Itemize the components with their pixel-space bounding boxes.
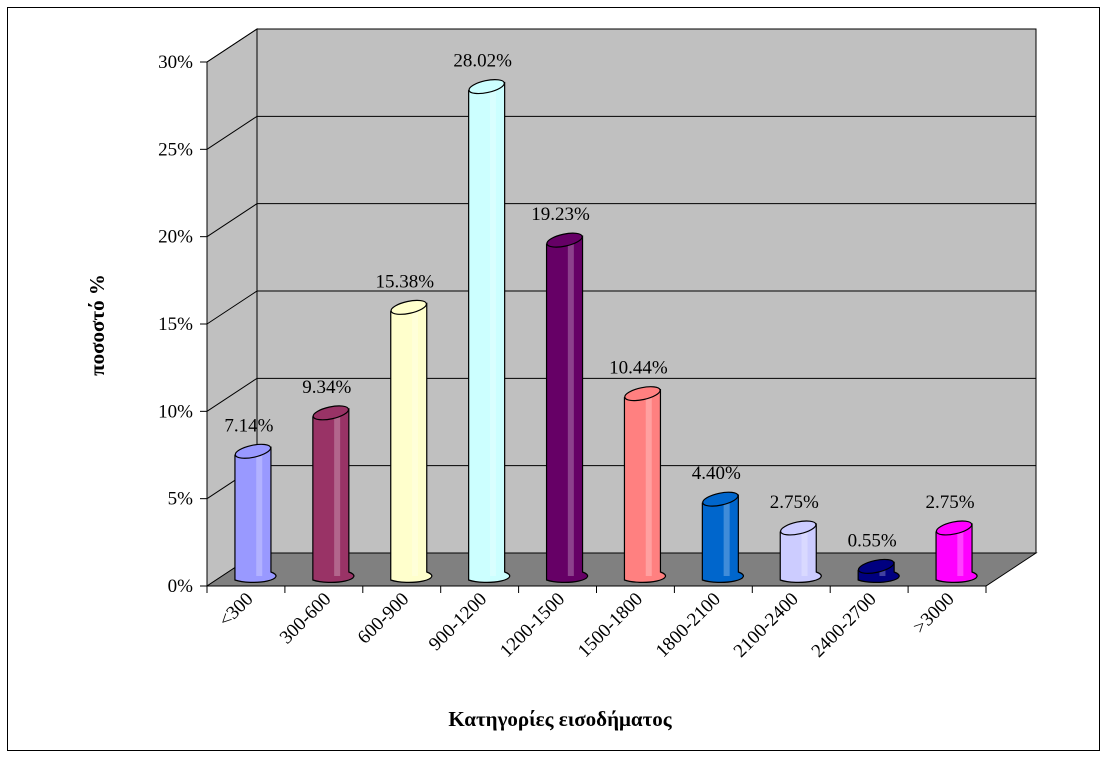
x-tick-label: 1200-1500	[496, 589, 569, 662]
x-tick-label: 1800-2100	[652, 589, 725, 662]
x-tick-label: <300	[215, 589, 258, 632]
x-tick-label: 1500-1800	[574, 589, 647, 662]
y-tick-label: 25%	[158, 139, 193, 160]
axes	[200, 61, 987, 593]
data-label: 9.34%	[302, 377, 351, 398]
data-label: 7.14%	[224, 415, 273, 436]
y-tick-label: 20%	[158, 227, 193, 248]
bar	[623, 386, 667, 583]
bar-top	[312, 405, 350, 421]
bar-body	[623, 388, 667, 583]
y-tick-label: 5%	[168, 489, 194, 510]
data-label: 2.75%	[926, 492, 975, 513]
bar-top	[546, 232, 583, 248]
bar-body	[312, 408, 355, 583]
bar-top	[779, 520, 817, 536]
bar-body	[935, 523, 978, 583]
gridline	[206, 203, 1036, 238]
data-label: 15.38%	[375, 271, 434, 292]
data-label: 28.02%	[453, 51, 512, 72]
bar-body	[545, 235, 589, 583]
bar	[935, 520, 978, 583]
bar-body	[701, 494, 744, 583]
bar-top	[624, 386, 661, 402]
x-tick-labels: <300 300-600 600-900 900-1200 1200-1500 1500-…	[215, 589, 959, 662]
bar-top	[468, 79, 505, 95]
bar	[701, 491, 744, 583]
bar-top	[702, 491, 739, 507]
gridline	[206, 28, 1036, 63]
bar	[545, 232, 589, 583]
bar-top	[857, 558, 895, 574]
bar-top	[390, 299, 428, 315]
bar	[779, 520, 822, 583]
data-label: 2.75%	[770, 492, 819, 513]
bar-body	[234, 446, 277, 583]
data-label: 4.40%	[692, 463, 741, 484]
bar-top	[935, 520, 973, 536]
y-tick-label: 10%	[158, 401, 193, 422]
gridline	[206, 115, 1036, 150]
data-label: 19.23%	[531, 204, 590, 225]
data-labels: 7.14% 9.34% 15.38% 28.02% 19.23% 10.44% 4.40% 2…	[224, 51, 974, 552]
bar-body	[468, 81, 511, 583]
x-tick-label: 2100-2400	[730, 589, 803, 662]
x-tick-label: 300-600	[276, 589, 336, 649]
bar	[234, 443, 277, 583]
y-tick-label: 0%	[168, 576, 194, 597]
bar-top	[234, 443, 272, 459]
x-tick-label: 900-1200	[425, 589, 491, 655]
y-tick-labels: 0% 5% 10% 15% 20% 25% 30%	[158, 52, 193, 597]
x-tick-label: >3000	[909, 589, 958, 638]
y-axis-title: ποσοστό %	[85, 274, 109, 376]
x-axis-title: Κατηγορίες εισοδήματος	[448, 707, 672, 731]
data-label: 10.44%	[609, 358, 668, 379]
bars	[234, 79, 978, 583]
y-tick-label: 15%	[158, 314, 193, 335]
bar-body	[779, 523, 822, 583]
data-label: 0.55%	[848, 530, 897, 551]
x-tick-label: 600-900	[354, 589, 414, 649]
bar	[857, 558, 900, 583]
bar-body	[390, 302, 433, 583]
bar	[390, 299, 433, 583]
bar	[468, 79, 511, 583]
gridline	[206, 290, 1036, 325]
x-tick-label: 2400-2700	[808, 589, 881, 662]
y-tick-label: 30%	[158, 52, 193, 73]
gridline	[206, 377, 1036, 412]
bar	[312, 405, 355, 583]
